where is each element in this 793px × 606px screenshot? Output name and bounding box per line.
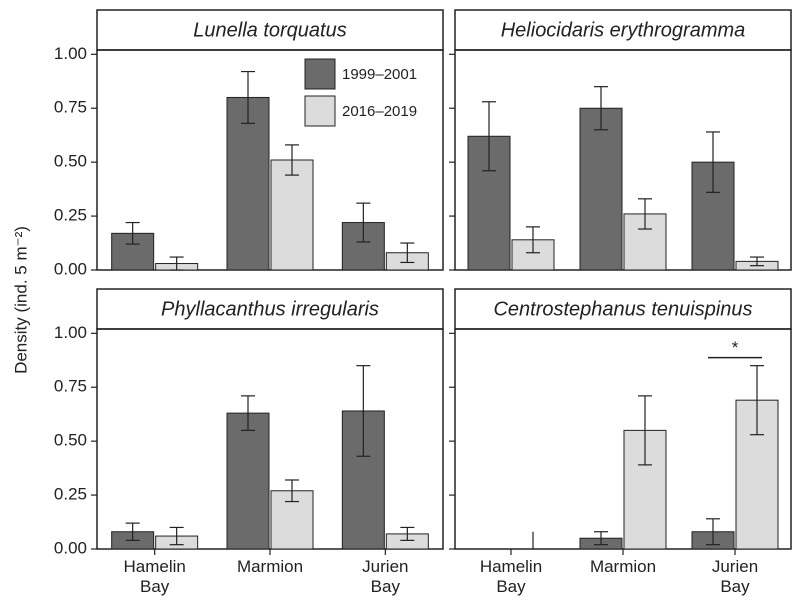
y-tick-label: 0.50	[54, 152, 87, 171]
y-tick-label: 0.25	[54, 206, 87, 225]
plot-frame	[96, 49, 444, 271]
x-tick-label: Jurien Bay	[711, 557, 759, 596]
error-bar	[706, 518, 720, 546]
panel-title: Centrostephanus tenuispinus	[493, 298, 752, 320]
error-bar	[125, 522, 140, 541]
error-bar	[482, 101, 496, 172]
bar	[226, 412, 270, 550]
error-bar	[750, 365, 764, 436]
y-tick-label: 1.00	[54, 44, 87, 63]
panel-title: Lunella torquatus	[193, 19, 346, 41]
error-bar	[285, 144, 299, 176]
error-bar	[169, 526, 184, 546]
title-strip	[96, 9, 444, 51]
y-tick-label: 1.00	[54, 323, 87, 342]
y-tick-label: 0.75	[54, 377, 87, 396]
error-bar	[285, 479, 299, 503]
plot-frame	[454, 49, 792, 271]
error-bar	[638, 395, 652, 466]
panel-title: Phyllacanthus irregularis	[161, 298, 379, 320]
legend-swatch	[304, 58, 336, 90]
error-bar	[356, 202, 371, 243]
x-tick-label: Marmion	[589, 557, 657, 576]
x-tick-label: Jurien Bay	[362, 557, 409, 596]
error-bar	[125, 221, 140, 245]
error-bar	[400, 526, 415, 541]
error-bar	[169, 256, 184, 271]
plot-frame	[96, 328, 444, 550]
x-tick-label: Hamelin Bay	[123, 557, 186, 596]
y-tick-label: 0.25	[54, 485, 87, 504]
y-tick-label: 0.00	[54, 538, 87, 557]
bar	[270, 159, 314, 271]
y-tick-label: 0.00	[54, 259, 87, 278]
error-bar	[356, 365, 371, 457]
y-axis-label: Density (ind. 5 m⁻²)	[11, 226, 30, 374]
error-bar	[594, 86, 608, 131]
error-bar	[400, 242, 415, 264]
error-bar	[750, 256, 764, 267]
significance-mark: *	[732, 338, 739, 357]
legend-label: 1999–2001	[342, 66, 417, 83]
legend-swatch	[304, 95, 336, 127]
y-tick-label: 0.75	[54, 98, 87, 117]
error-bar	[241, 395, 255, 431]
y-tick-label: 0.50	[54, 431, 87, 450]
error-bar	[706, 131, 720, 193]
title-strip	[96, 288, 444, 330]
error-bar	[638, 198, 652, 230]
bar	[579, 107, 623, 271]
error-bar	[241, 70, 255, 124]
panel-title: Heliocidaris erythrogramma	[501, 19, 746, 41]
bar	[511, 239, 555, 271]
legend-label: 2016–2019	[342, 103, 417, 120]
error-bar	[594, 531, 608, 546]
x-tick-label: Marmion	[236, 557, 304, 576]
x-tick-label: Hamelin Bay	[479, 557, 543, 596]
error-bar	[526, 226, 540, 254]
